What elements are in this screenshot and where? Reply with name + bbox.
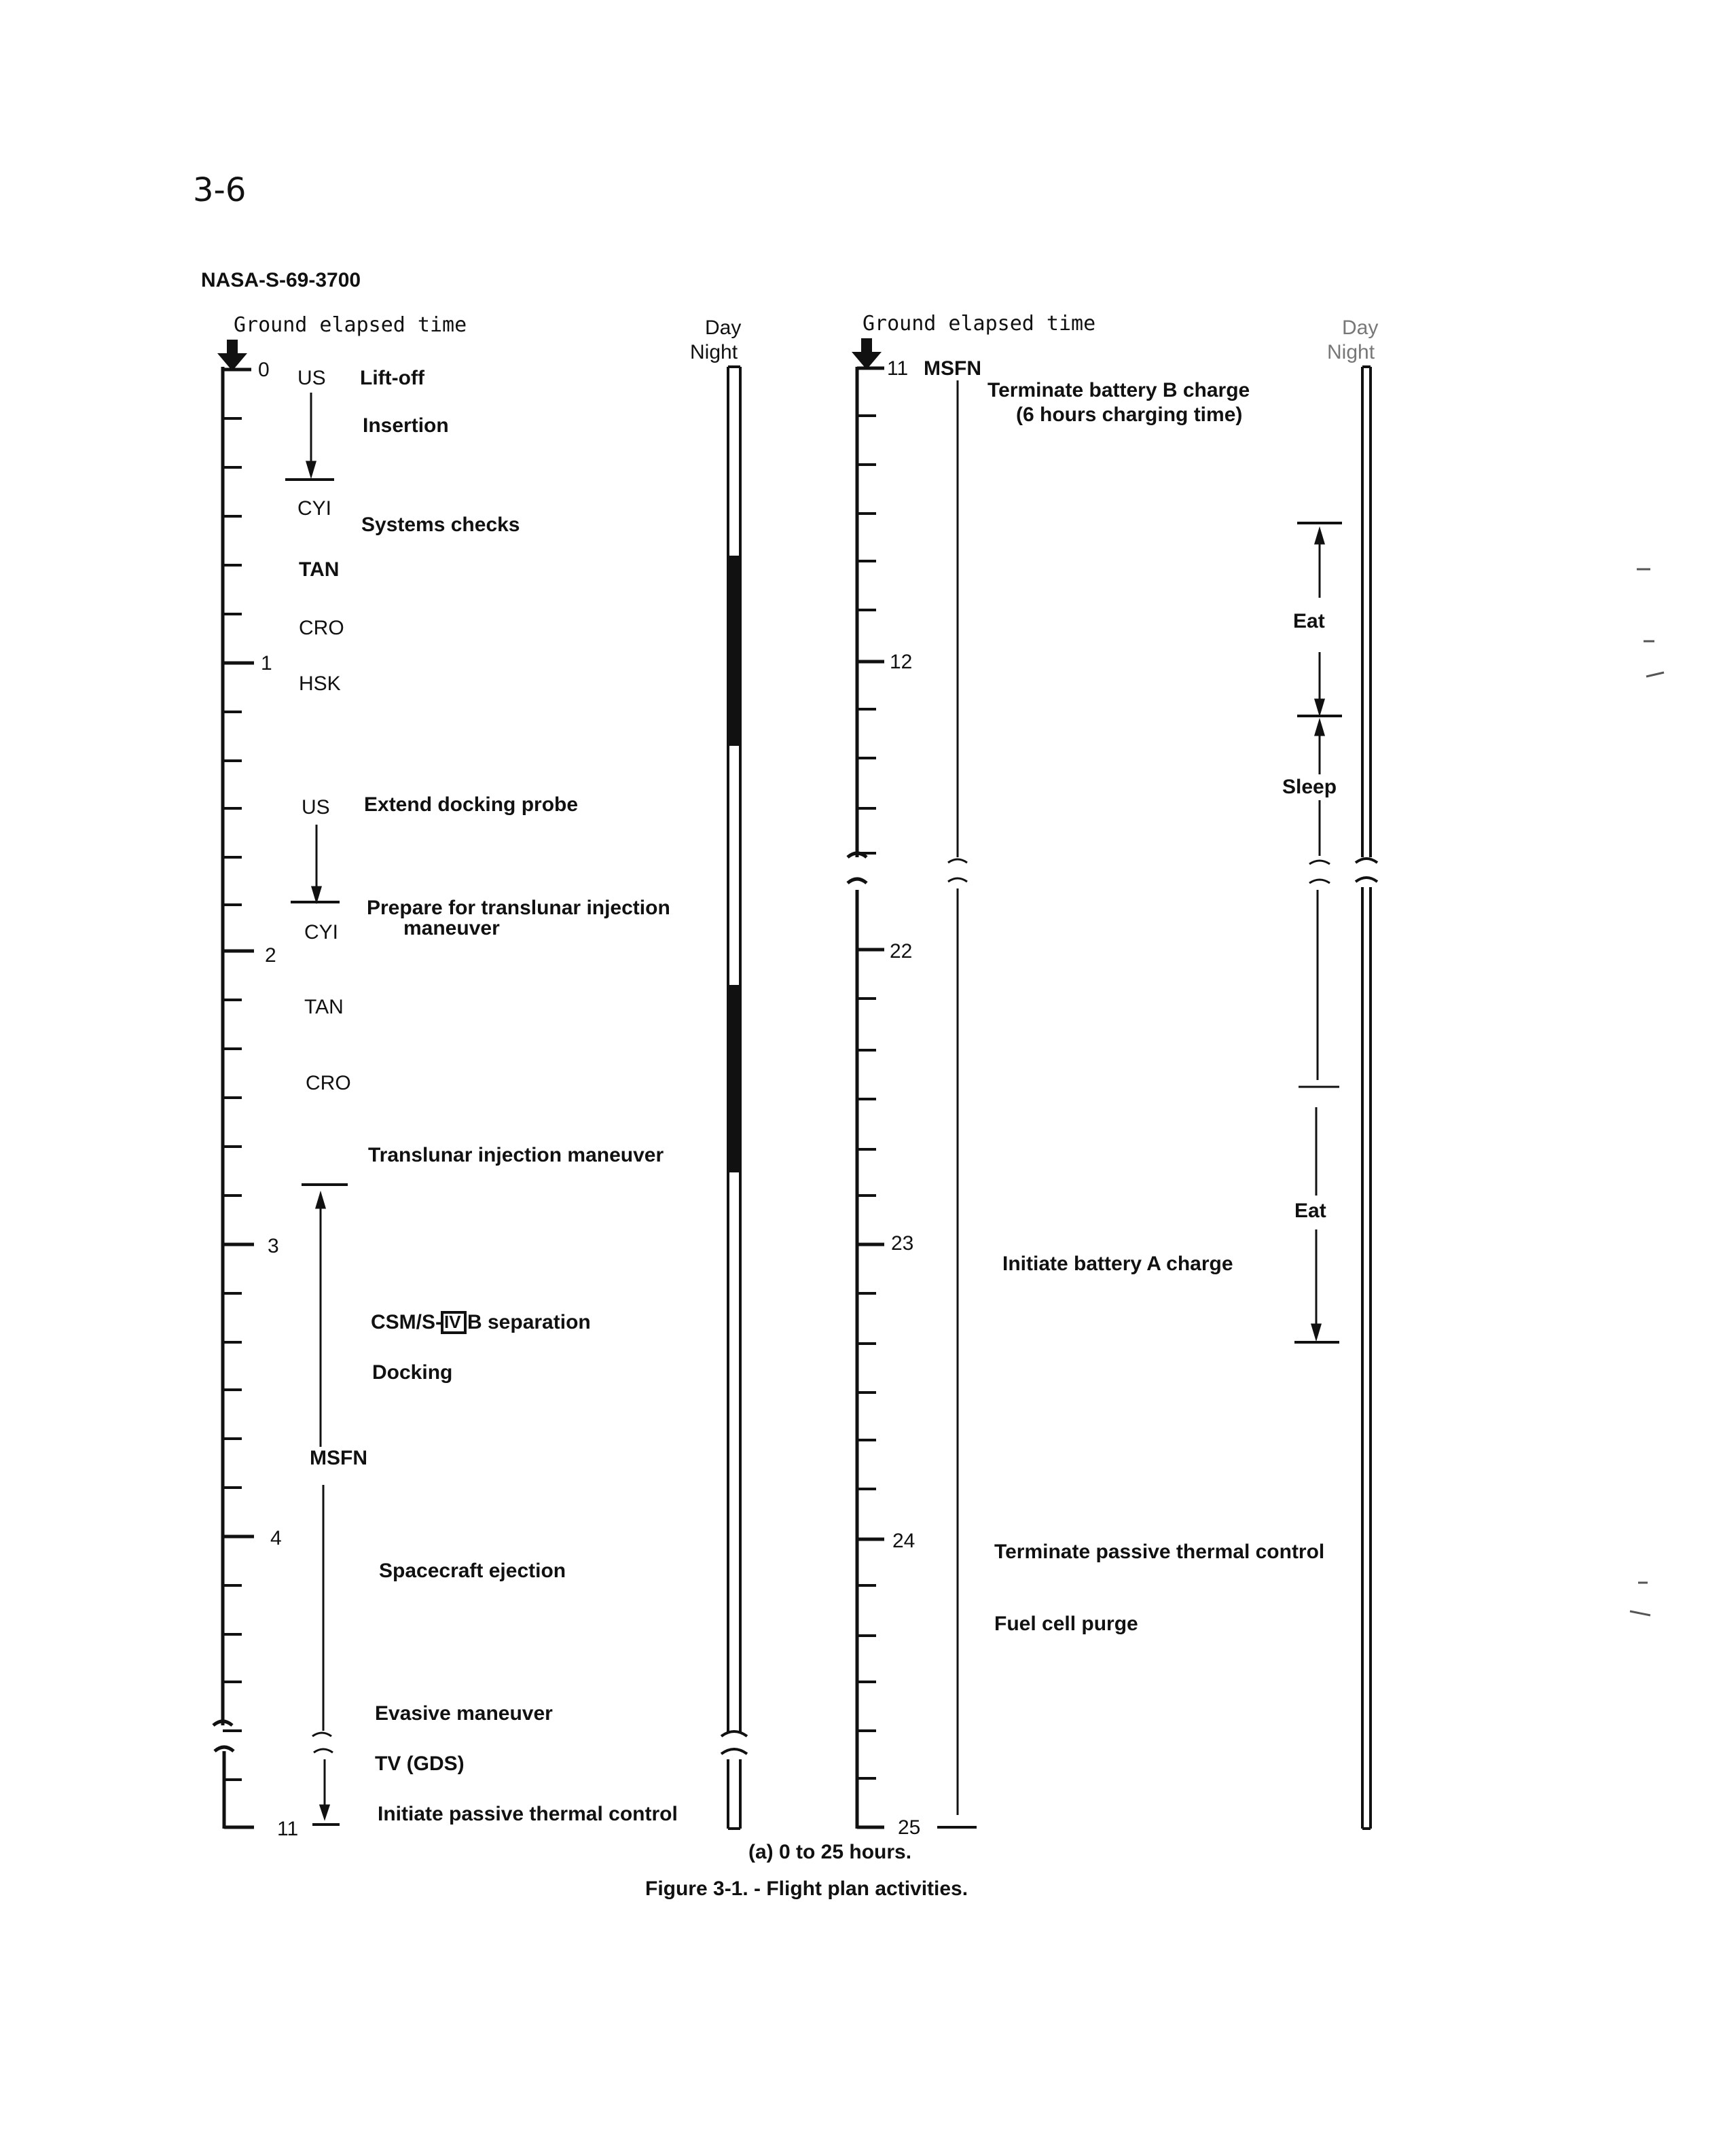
event-label: maneuver — [403, 917, 500, 939]
left-hour-label: 2 — [265, 944, 276, 967]
event-label: Insertion — [363, 414, 449, 437]
left-night-segment-2 — [728, 985, 740, 1172]
right-msfn-line — [937, 380, 977, 1829]
station-label: TAN — [299, 558, 340, 581]
event-label: Docking — [372, 1361, 453, 1384]
station-label: HSK — [299, 672, 341, 695]
figure-caption: Figure 3-1. - Flight plan activities. — [645, 1877, 968, 1900]
event-label: Evasive maneuver — [375, 1702, 553, 1725]
station-label: CYI — [304, 921, 339, 944]
page-number: 3-6 — [193, 171, 247, 209]
event-label: Systems checks — [361, 514, 520, 536]
crew-activity-label: Eat — [1294, 1200, 1326, 1222]
crew-activity-arrows — [1294, 522, 1342, 1344]
station-label: TAN — [304, 996, 344, 1018]
station-label: US — [297, 367, 326, 389]
event-label: Initiate passive thermal control — [378, 1803, 678, 1825]
right-day-night-bar — [1354, 365, 1379, 1830]
left-axis-break-bottom — [213, 1745, 235, 1753]
right-minor-ticks — [857, 414, 876, 1780]
event-label: Prepare for translunar injection — [367, 897, 670, 919]
right-column-header: Ground elapsed time — [863, 312, 1096, 336]
right-hour-label: 25 — [898, 1816, 921, 1839]
right-hour-label: 22 — [890, 940, 913, 963]
station-label: MSFN — [310, 1447, 367, 1469]
left-axis-break-top — [212, 1719, 234, 1727]
left-hour-label: 11 — [277, 1818, 299, 1840]
right-hour-label: 24 — [892, 1530, 915, 1552]
left-station-arrows — [285, 393, 348, 1826]
right-day-label: Day — [1342, 317, 1379, 339]
event-label: Initiate battery A charge — [1002, 1253, 1233, 1275]
left-hour-label: 1 — [261, 652, 272, 675]
event-label: Lift-off — [360, 367, 424, 389]
station-label: CYI — [297, 497, 332, 520]
left-time-arrow-icon — [217, 340, 247, 371]
left-day-label: Day — [705, 317, 742, 339]
left-hour-label: 0 — [258, 359, 270, 381]
right-hour-label: 11 — [887, 357, 909, 380]
station-label: US — [302, 796, 330, 819]
figure-subcaption: (a) 0 to 25 hours. — [748, 1841, 912, 1863]
station-label: MSFN — [924, 357, 981, 380]
event-label: Extend docking probe — [364, 793, 579, 816]
event-label: Terminate passive thermal control — [994, 1541, 1325, 1563]
roman-numeral-iv — [441, 1311, 467, 1334]
right-hour-label: 12 — [890, 651, 913, 673]
station-label: CRO — [299, 617, 344, 639]
figure-id: NASA-S-69-3700 — [201, 269, 361, 291]
event-label-part: CSM/S- — [371, 1311, 442, 1333]
crew-activity-label: Eat — [1293, 610, 1325, 632]
left-night-label: Night — [690, 341, 738, 363]
crew-activity-label: Sleep — [1282, 776, 1337, 798]
left-minor-ticks — [223, 417, 242, 1781]
right-time-arrow-icon — [852, 338, 882, 370]
event-label: Translunar injection maneuver — [368, 1144, 664, 1166]
scan-speckles — [1629, 568, 1665, 1617]
right-axis-break-bottom — [846, 877, 868, 884]
left-hour-label: 4 — [270, 1527, 282, 1549]
event-label-part: B separation — [467, 1311, 591, 1333]
event-label: Fuel cell purge — [994, 1613, 1138, 1635]
roman-numeral-label: IV — [444, 1312, 461, 1332]
right-night-label: Night — [1327, 341, 1375, 363]
left-column-header: Ground elapsed time — [234, 313, 467, 337]
event-label: Terminate battery B charge — [987, 379, 1250, 401]
event-label: TV (GDS) — [375, 1753, 465, 1775]
station-label: CRO — [306, 1072, 351, 1094]
right-hour-label: 23 — [891, 1232, 914, 1255]
left-night-segment-1 — [728, 556, 740, 746]
event-label: (6 hours charging time) — [1016, 403, 1243, 426]
event-label: Spacecraft ejection — [379, 1560, 566, 1582]
left-hour-label: 3 — [268, 1235, 279, 1257]
